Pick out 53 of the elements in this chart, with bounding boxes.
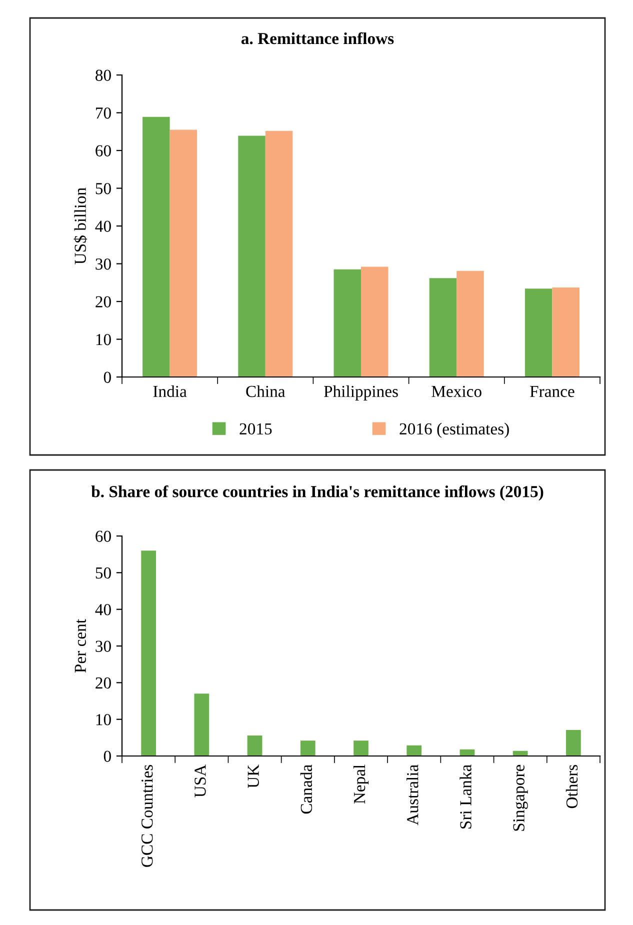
bar [406, 745, 422, 756]
y-tick-label: 70 [96, 107, 111, 119]
x-tick-label: China [246, 385, 286, 398]
bar [247, 735, 262, 756]
y-tick-label: 20 [96, 296, 111, 308]
bar [552, 288, 580, 377]
bar [238, 136, 266, 377]
x-tick-label: Singapore [513, 764, 528, 831]
bar [456, 270, 484, 377]
y-tick-label: 50 [96, 182, 111, 194]
y-tick-label: 30 [96, 640, 111, 652]
x-tick-label: USA [194, 764, 206, 798]
x-tick-label: UK [248, 764, 259, 788]
y-tick-label: 10 [96, 714, 111, 726]
bar [334, 269, 361, 377]
bar [361, 266, 388, 377]
y-tick-label: 50 [96, 567, 111, 579]
y-tick-label: 0 [104, 372, 111, 383]
bar [142, 116, 170, 377]
bar [566, 730, 581, 756]
bar [429, 278, 457, 377]
x-tick-label: Sri Lanka [460, 764, 472, 828]
y-tick-label: 20 [96, 677, 111, 689]
y-tick-label: 40 [95, 604, 111, 616]
legend-label: 2015 [240, 423, 272, 435]
y-axis-title: US$ billion [74, 188, 88, 264]
x-tick-label: France [530, 386, 574, 398]
y-tick-label: 30 [96, 258, 111, 270]
chart-title: a. Remittance inflows [241, 32, 394, 44]
bar [170, 130, 198, 377]
y-tick-label: 60 [96, 145, 111, 156]
x-tick-label: Others [566, 764, 578, 808]
y-tick-label: 0 [104, 750, 111, 762]
bar [141, 550, 156, 756]
x-tick-label: Canada [300, 764, 312, 814]
y-tick-label: 10 [96, 334, 111, 346]
y-tick-label: 60 [96, 530, 111, 542]
x-tick-label: India [153, 385, 187, 398]
y-axis-title: Per cent [74, 619, 86, 673]
x-tick-label: GCC Countries [142, 764, 153, 867]
bar [265, 130, 293, 377]
x-tick-label: Nepal [353, 764, 369, 804]
bar [354, 740, 368, 756]
y-tick-label: 40 [95, 220, 111, 232]
bar [194, 694, 210, 756]
x-tick-label: Philippines [324, 385, 398, 400]
bar [300, 740, 316, 756]
x-tick-label: Mexico [432, 386, 482, 398]
x-tick-label: Australia [406, 764, 418, 826]
legend-label: 2016 (estimates) [400, 422, 509, 438]
y-tick-label: 80 [96, 70, 111, 81]
bar [524, 288, 552, 377]
chart-title: b. Share of source countries in India's remittance inflows (2015) [91, 485, 544, 501]
